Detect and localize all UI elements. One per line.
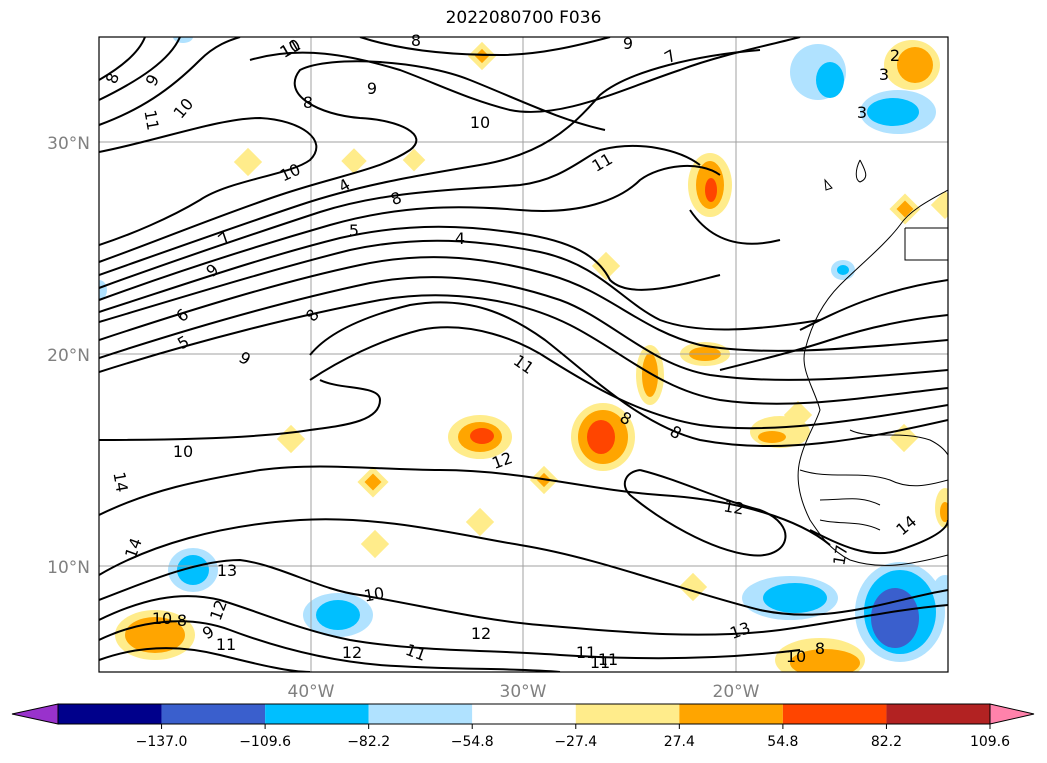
colorbar: −137.0 −109.6 −82.2 −54.8 −27.4 27.4 54.8 82.2 1… [11,703,1035,750]
colorbar-segment [782,704,887,724]
contour-label: 14 [109,470,131,493]
contour-label: 4 [455,229,465,248]
lat-label-30n: 30°N [47,134,90,154]
contour-label: 12 [471,624,491,643]
lon-label-20w: 20°W [713,682,760,702]
colorbar-tick-label: 109.6 [970,734,1010,750]
colorbar-tick-label: −27.4 [554,734,597,750]
colorbar-tick-label: −54.8 [451,734,494,750]
colorbar-segment [575,704,680,724]
coastlines [797,159,948,566]
contour-label: 17 [829,543,851,566]
colorbar-segment [886,704,990,724]
colorbar-tick-label: −137.0 [136,734,188,750]
colorbar-tick-label: 27.4 [664,734,695,750]
contour-label: 11 [590,653,610,672]
contour-label: 3 [879,65,889,84]
contour-label: 11 [576,643,596,662]
map-title: 2022080700 F036 [445,8,602,28]
shaded-anomalies [99,37,948,672]
contour-label: 2 [890,46,900,65]
contour-label: 8 [411,31,421,50]
map-frame [98,36,949,673]
colorbar-segment [368,704,473,724]
contour-label: 5 [349,221,359,240]
contour-label: 8 [303,93,313,112]
colorbar-segment [161,704,266,724]
contour-label: 12 [722,496,745,518]
lon-label-40w: 40°W [288,682,335,702]
contour-label: 9 [623,34,633,53]
contour-label: 13 [217,561,237,580]
contour-label: 11 [216,635,236,654]
lon-label-30w: 30°W [500,682,547,702]
contour-label: 10 [152,609,172,628]
colorbar-tick-label: −82.2 [347,734,390,750]
contour-label: 10 [173,442,193,461]
colorbar-tick-label: 82.2 [871,734,902,750]
contour-label: 3 [857,103,867,122]
colorbar-min-extend [11,703,59,725]
contour-label: 8 [177,611,187,630]
colorbar-segment [58,704,162,724]
contour-label: 10 [470,113,490,132]
colorbar-segment [472,704,576,724]
colorbar-segment [679,704,783,724]
contour-label: 12 [342,643,362,662]
contour-label: 8 [815,639,825,658]
contour-label: 10 [786,647,806,666]
lat-label-20n: 20°N [47,346,90,366]
colorbar-tick-label: 54.8 [767,734,798,750]
contour-label: 9 [367,79,377,98]
colorbar-max-extend [989,703,1035,725]
contour-lines [99,37,948,672]
colorbar-segment [265,704,369,724]
contour-label: 10 [362,583,385,605]
lat-label-10n: 10°N [47,558,90,578]
contour-label: 11 [140,108,162,131]
colorbar-tick-label: −109.6 [239,734,291,750]
contour-label: 11 [598,650,618,669]
